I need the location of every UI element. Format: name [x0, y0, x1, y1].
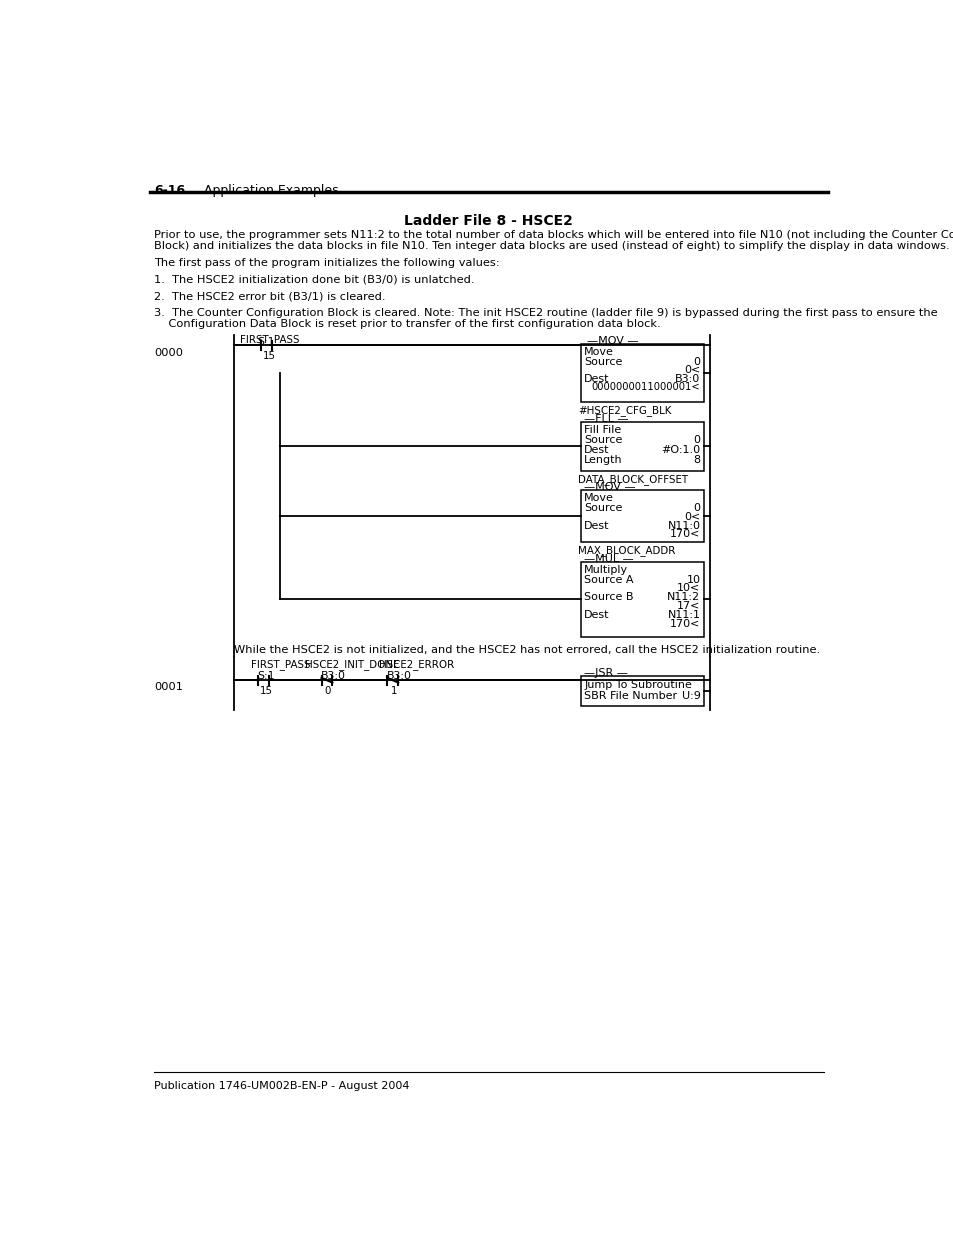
Text: #HSCE2_CFG_BLK: #HSCE2_CFG_BLK — [578, 405, 671, 416]
Text: B3:0: B3:0 — [386, 671, 411, 680]
Text: —MOV —: —MOV — — [587, 336, 639, 346]
Text: 170<: 170< — [669, 530, 700, 540]
Text: 15: 15 — [259, 687, 273, 697]
Bar — [580, 421, 703, 471]
Text: Move: Move — [583, 347, 614, 357]
Text: 0000000011000001<: 0000000011000001< — [591, 383, 700, 393]
Text: Publication 1746-UM002B-EN-P - August 2004: Publication 1746-UM002B-EN-P - August 20… — [154, 1082, 409, 1092]
Text: Prior to use, the programmer sets N11:2 to the total number of data blocks which: Prior to use, the programmer sets N11:2 … — [154, 230, 953, 240]
Text: S:1: S:1 — [257, 671, 274, 680]
Text: Dest: Dest — [583, 445, 609, 454]
Text: Source: Source — [583, 357, 622, 367]
Text: 15: 15 — [262, 352, 275, 362]
Text: Dest: Dest — [583, 374, 609, 384]
Text: Configuration Data Block is reset prior to transfer of the first configuration d: Configuration Data Block is reset prior … — [154, 319, 660, 330]
Text: Block) and initializes the data blocks in file N10. Ten integer data blocks are : Block) and initializes the data blocks i… — [154, 241, 949, 251]
Text: S:1: S:1 — [257, 337, 274, 347]
Text: 0: 0 — [324, 687, 331, 697]
Text: N11:0: N11:0 — [667, 521, 700, 531]
Text: Dest: Dest — [583, 610, 609, 620]
Text: Jump To Subroutine: Jump To Subroutine — [583, 679, 691, 689]
Text: Source: Source — [583, 503, 622, 514]
Text: N11:1: N11:1 — [667, 610, 700, 620]
Text: 0001: 0001 — [154, 682, 183, 692]
Text: U:9: U:9 — [680, 692, 700, 701]
Bar — [580, 343, 703, 403]
Text: FIRST_PASS: FIRST_PASS — [240, 335, 299, 346]
Text: 6-16: 6-16 — [154, 184, 185, 196]
Text: 170<: 170< — [669, 619, 700, 629]
Text: #O:1.0: #O:1.0 — [660, 445, 700, 454]
Text: 8: 8 — [693, 454, 700, 464]
Text: 0: 0 — [693, 435, 700, 445]
Bar — [580, 676, 703, 706]
Text: SBR File Number: SBR File Number — [583, 692, 677, 701]
Text: HSCE2_INIT_DONE: HSCE2_INIT_DONE — [305, 658, 399, 669]
Text: Fill File: Fill File — [583, 425, 620, 435]
Text: Source B: Source B — [583, 593, 633, 603]
Text: N11:2: N11:2 — [667, 593, 700, 603]
Text: 10<: 10< — [677, 583, 700, 593]
Text: Source A: Source A — [583, 574, 633, 585]
Text: 17<: 17< — [677, 601, 700, 611]
Text: Length: Length — [583, 454, 622, 464]
Text: B3:0: B3:0 — [675, 374, 700, 384]
Text: The first pass of the program initializes the following values:: The first pass of the program initialize… — [154, 258, 499, 268]
Text: 0<: 0< — [683, 366, 700, 375]
Text: —MOV —: —MOV — — [583, 483, 635, 493]
Text: Dest: Dest — [583, 521, 609, 531]
Text: MAX_BLOCK_ADDR: MAX_BLOCK_ADDR — [578, 546, 675, 557]
Text: DATA_BLOCK_OFFSET: DATA_BLOCK_OFFSET — [578, 474, 687, 485]
Text: B3:0: B3:0 — [320, 671, 345, 680]
Text: 0000: 0000 — [154, 348, 183, 358]
Text: 1.  The HSCE2 initialization done bit (B3/0) is unlatched.: 1. The HSCE2 initialization done bit (B3… — [154, 274, 475, 284]
Text: While the HSCE2 is not initialized, and the HSCE2 has not errored, call the HSCE: While the HSCE2 is not initialized, and … — [233, 645, 820, 655]
Text: 3.  The Counter Configuration Block is cleared. Note: The init HSCE2 routine (la: 3. The Counter Configuration Block is cl… — [154, 309, 937, 319]
Text: Move: Move — [583, 493, 614, 503]
Bar — [580, 490, 703, 542]
Text: 0<: 0< — [683, 511, 700, 521]
Bar — [580, 562, 703, 637]
Text: 2.  The HSCE2 error bit (B3/1) is cleared.: 2. The HSCE2 error bit (B3/1) is cleared… — [154, 291, 385, 301]
Text: 0: 0 — [693, 357, 700, 367]
Text: Application Examples: Application Examples — [204, 184, 338, 196]
Text: —MUL —: —MUL — — [583, 555, 634, 564]
Text: Ladder File 8 - HSCE2: Ladder File 8 - HSCE2 — [404, 215, 573, 228]
Text: —JSR —: —JSR — — [583, 668, 627, 678]
Text: Source: Source — [583, 435, 622, 445]
Text: 10: 10 — [686, 574, 700, 585]
Text: Multiply: Multiply — [583, 564, 628, 574]
Text: 0: 0 — [693, 503, 700, 514]
Text: FIRST_PASS: FIRST_PASS — [251, 658, 310, 669]
Text: —FLL —: —FLL — — [583, 414, 628, 424]
Text: 1: 1 — [390, 687, 396, 697]
Text: HSCE2_ERROR: HSCE2_ERROR — [378, 658, 454, 669]
